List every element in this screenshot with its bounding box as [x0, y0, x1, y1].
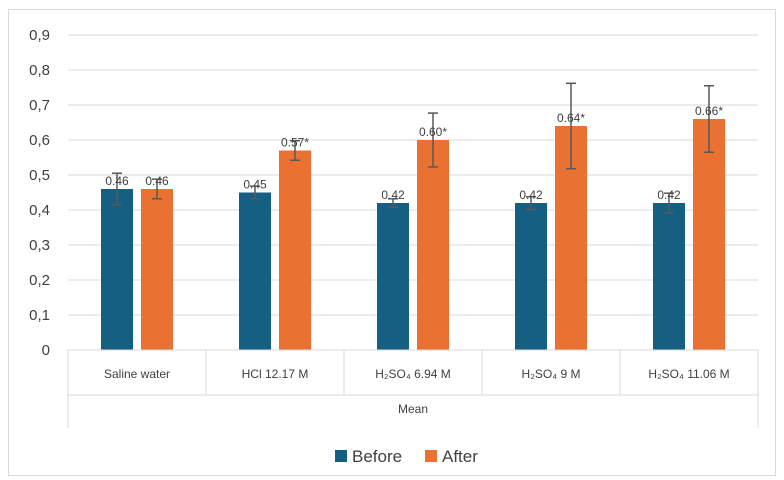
- y-tick-label: 0,1: [29, 307, 50, 324]
- bars: [101, 119, 725, 350]
- bar-before: [377, 203, 409, 350]
- error-bar: [388, 198, 398, 208]
- data-label: 0.42: [657, 188, 681, 202]
- y-tick-label: 0: [42, 342, 50, 359]
- y-tick-label: 0,3: [29, 237, 50, 254]
- legend-label: Before: [352, 447, 402, 466]
- y-tick-label: 0,7: [29, 97, 50, 114]
- error-bar: [428, 112, 438, 168]
- bar-before: [515, 203, 547, 350]
- y-tick-label: 0,6: [29, 132, 50, 149]
- error-bar: [664, 192, 674, 214]
- data-label: 0.57*: [281, 136, 309, 150]
- x-axis-group-label: Mean: [398, 402, 428, 416]
- bar-before: [239, 192, 271, 350]
- data-label: 0.46: [105, 174, 129, 188]
- bar-before: [653, 203, 685, 350]
- category-label: H₂SO₄ 6.94 M: [375, 367, 451, 381]
- legend-swatch: [425, 450, 437, 462]
- error-bar: [112, 172, 122, 206]
- category-label: HCl 12.17 M: [242, 367, 309, 381]
- data-label: 0.42: [519, 188, 543, 202]
- data-labels: 0.46 0.46 0.45 0.57* 0.42 0.60* 0.42 0.64* 0.42 0…: [105, 104, 723, 202]
- y-axis-ticks: 0 0,1 0,2 0,3 0,4 0,5 0,6 0,7 0,8 0,9: [29, 27, 50, 359]
- error-bar: [152, 178, 162, 200]
- legend-label: After: [442, 447, 478, 466]
- bar-after: [279, 150, 311, 350]
- data-label: 0.45: [243, 178, 267, 192]
- legend-item-before: Before: [335, 447, 402, 466]
- data-label: 0.60*: [419, 125, 447, 139]
- category-label: H₂SO₄ 11.06 M: [648, 367, 729, 381]
- data-label: 0.46: [145, 174, 169, 188]
- legend: Before After: [335, 447, 478, 466]
- data-label: 0.42: [381, 188, 405, 202]
- data-label: 0.64*: [557, 111, 585, 125]
- error-bar: [566, 82, 576, 170]
- error-bar: [704, 85, 714, 153]
- error-bars: [112, 82, 714, 214]
- x-axis: Saline water HCl 12.17 M H₂SO₄ 6.94 M H₂SO₄…: [67, 349, 759, 428]
- y-tick-label: 0,8: [29, 62, 50, 79]
- bar-before: [101, 189, 133, 350]
- error-bar: [526, 195, 536, 211]
- bar-after: [417, 140, 449, 350]
- error-bar: [290, 139, 300, 162]
- category-label: Saline water: [104, 367, 170, 381]
- category-label: H₂SO₄ 9 M: [522, 367, 581, 381]
- error-bar: [250, 185, 260, 200]
- bar-after: [141, 189, 173, 350]
- y-tick-label: 0,5: [29, 167, 50, 184]
- y-tick-label: 0,2: [29, 272, 50, 289]
- bar-after: [693, 119, 725, 350]
- legend-item-after: After: [425, 447, 478, 466]
- legend-swatch: [335, 450, 347, 462]
- y-tick-label: 0,9: [29, 27, 50, 44]
- y-tick-label: 0,4: [29, 202, 50, 219]
- data-label: 0.66*: [695, 104, 723, 118]
